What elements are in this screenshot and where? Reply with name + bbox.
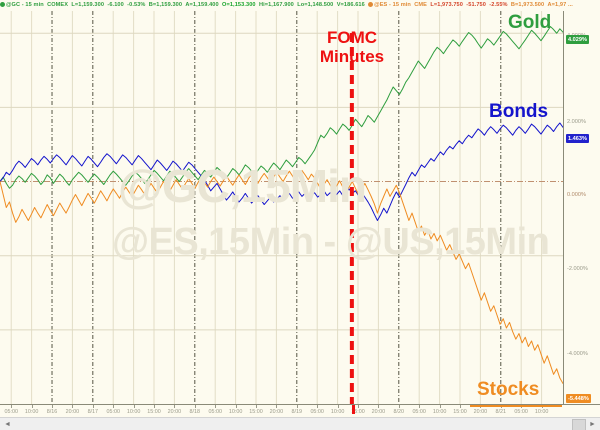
time-axis-tick-mark xyxy=(296,405,298,408)
fomc-minutes-annotation: FOMC Minutes xyxy=(297,28,407,66)
time-axis-tick: 10:00 xyxy=(24,409,39,415)
es-symbol-dot-icon xyxy=(368,1,374,7)
time-axis-tick: 05:00 xyxy=(310,409,324,415)
gold-high-value: Hi=1,167.900 xyxy=(258,2,294,8)
time-axis-tick: 05:00 xyxy=(4,409,18,415)
es-symbol-label: @ES - 15 min xyxy=(374,2,411,8)
time-axis-tick: 8/17 xyxy=(87,409,99,415)
series-label-stocks: Stocks xyxy=(477,379,540,400)
time-axis-tick: 10:00 xyxy=(432,409,447,415)
time-axis-tick-mark xyxy=(72,405,74,408)
time-axis-tick-mark xyxy=(398,405,400,408)
time-axis-tick: 8/16 xyxy=(46,409,58,415)
axis-tick-2pct: 2.000% xyxy=(567,119,586,125)
time-axis-tick: 20:00 xyxy=(371,409,386,415)
time-axis-tick: 8/19 xyxy=(291,409,303,415)
es-bid-value: B=1,973.500 xyxy=(510,2,545,8)
fomc-annotation-line2: Minutes xyxy=(319,47,385,66)
value-badge-gold: 4.029% xyxy=(566,35,589,44)
fomc-marker-line xyxy=(349,33,354,404)
time-axis-tick-mark xyxy=(337,405,339,408)
time-axis-tick: 15:00 xyxy=(351,409,365,415)
value-badge-stocks: -5.448% xyxy=(566,394,591,403)
time-axis-tick-mark xyxy=(439,405,441,408)
gold-symbol-label: @GC - 15 min xyxy=(6,2,44,8)
time-axis-tick: 10:00 xyxy=(330,409,345,415)
time-axis-tick-mark xyxy=(174,405,176,408)
time-axis-tick: 05:00 xyxy=(106,409,120,415)
time-axis-tick-mark xyxy=(92,405,94,408)
time-axis-tick: 10:00 xyxy=(126,409,141,415)
time-axis-tick: 20:00 xyxy=(269,409,284,415)
es-last-value: L=1,973.750 xyxy=(430,2,463,8)
stocks-axis-range-marker xyxy=(470,405,562,407)
es-ask-value: A=1,97 ... xyxy=(547,2,573,8)
value-axis[interactable]: 4.000% 2.000% 0.000% -2.000% -4.000% 4.0… xyxy=(563,11,600,404)
time-axis-tick: 05:00 xyxy=(514,409,528,415)
time-axis-tick: 8/18 xyxy=(189,409,201,415)
time-axis-tick: 15:00 xyxy=(249,409,263,415)
time-axis-tick: 10:00 xyxy=(534,409,549,415)
gold-open-value: O=1,153.300 xyxy=(222,2,256,8)
time-axis-tick: 05:00 xyxy=(208,409,222,415)
quote-header-bar: @GC - 15 min COMEX L=1,159.300 -6.100 -0… xyxy=(0,0,600,11)
time-axis-tick: 20:00 xyxy=(65,409,80,415)
gold-symbol-dot-icon xyxy=(0,1,5,7)
chart-plot-area[interactable]: @GC,15Min @ES,15Min - @US,15Min FOMC Min… xyxy=(0,11,563,404)
fomc-axis-marker xyxy=(352,405,355,414)
scroll-left-arrow-icon[interactable]: ◄ xyxy=(4,421,11,428)
time-axis-tick-mark xyxy=(11,405,13,408)
time-axis-tick: 15:00 xyxy=(453,409,467,415)
time-axis-tick-mark xyxy=(113,405,115,408)
time-axis-tick-mark xyxy=(52,405,54,408)
time-axis-tick: 05:00 xyxy=(412,409,426,415)
time-axis-tick-mark xyxy=(317,405,319,408)
horizontal-scrollbar[interactable]: ◄ ► xyxy=(0,417,600,430)
value-badge-bonds: 1.463% xyxy=(566,134,589,143)
gold-change-percent: -0.53% xyxy=(127,2,146,8)
series-label-gold: Gold xyxy=(508,12,552,33)
chart-series-lines xyxy=(0,26,563,385)
time-axis-tick: 8/20 xyxy=(393,409,405,415)
gold-change-value: -6.100 xyxy=(107,2,124,8)
axis-tick-0pct: 0.000% xyxy=(567,192,586,198)
time-axis-tick-mark xyxy=(31,405,33,408)
time-axis-tick-mark xyxy=(133,405,135,408)
time-axis-tick: 20:00 xyxy=(473,409,488,415)
axis-tick-neg2pct: -2.000% xyxy=(567,266,588,272)
time-axis-tick: 15:00 xyxy=(147,409,161,415)
time-axis-tick-mark xyxy=(419,405,421,408)
es-exchange-label: CME xyxy=(414,2,427,8)
es-change-percent: -2.55% xyxy=(489,2,508,8)
chart-gridlines xyxy=(0,11,563,404)
time-axis-tick: 8/21 xyxy=(495,409,507,415)
time-axis-tick-mark xyxy=(276,405,278,408)
scroll-right-arrow-icon[interactable]: ► xyxy=(589,421,596,428)
time-axis-tick: 20:00 xyxy=(167,409,182,415)
es-change-value: -51.750 xyxy=(466,2,486,8)
time-axis-tick-mark xyxy=(357,405,359,408)
gold-volume-value: V=186.616 xyxy=(336,2,365,8)
time-axis-tick: 10:00 xyxy=(228,409,243,415)
time-axis-tick-mark xyxy=(215,405,217,408)
fomc-annotation-line1: FOMC xyxy=(326,28,378,47)
time-axis-tick-mark xyxy=(194,405,196,408)
time-axis[interactable]: 05:00 10:00 8/16 20:00 8/17 05:00 10:00 15:00 20… xyxy=(0,404,600,418)
time-axis-tick-mark xyxy=(459,405,461,408)
gold-bid-value: B=1,159.300 xyxy=(148,2,183,8)
gold-low-value: Lo=1,148.500 xyxy=(297,2,334,8)
time-axis-tick-mark xyxy=(154,405,155,408)
time-axis-tick-mark xyxy=(378,405,380,408)
gold-ask-value: A=1,159.400 xyxy=(185,2,219,8)
time-axis-tick-mark xyxy=(235,405,237,408)
gold-last-value: L=1,159.300 xyxy=(71,2,105,8)
axis-tick-neg4pct: -4.000% xyxy=(567,351,588,357)
scrollbar-thumb[interactable] xyxy=(572,419,586,430)
gold-exchange-label: COMEX xyxy=(47,2,69,8)
series-label-bonds: Bonds xyxy=(489,101,549,122)
time-axis-tick-mark xyxy=(256,405,257,408)
